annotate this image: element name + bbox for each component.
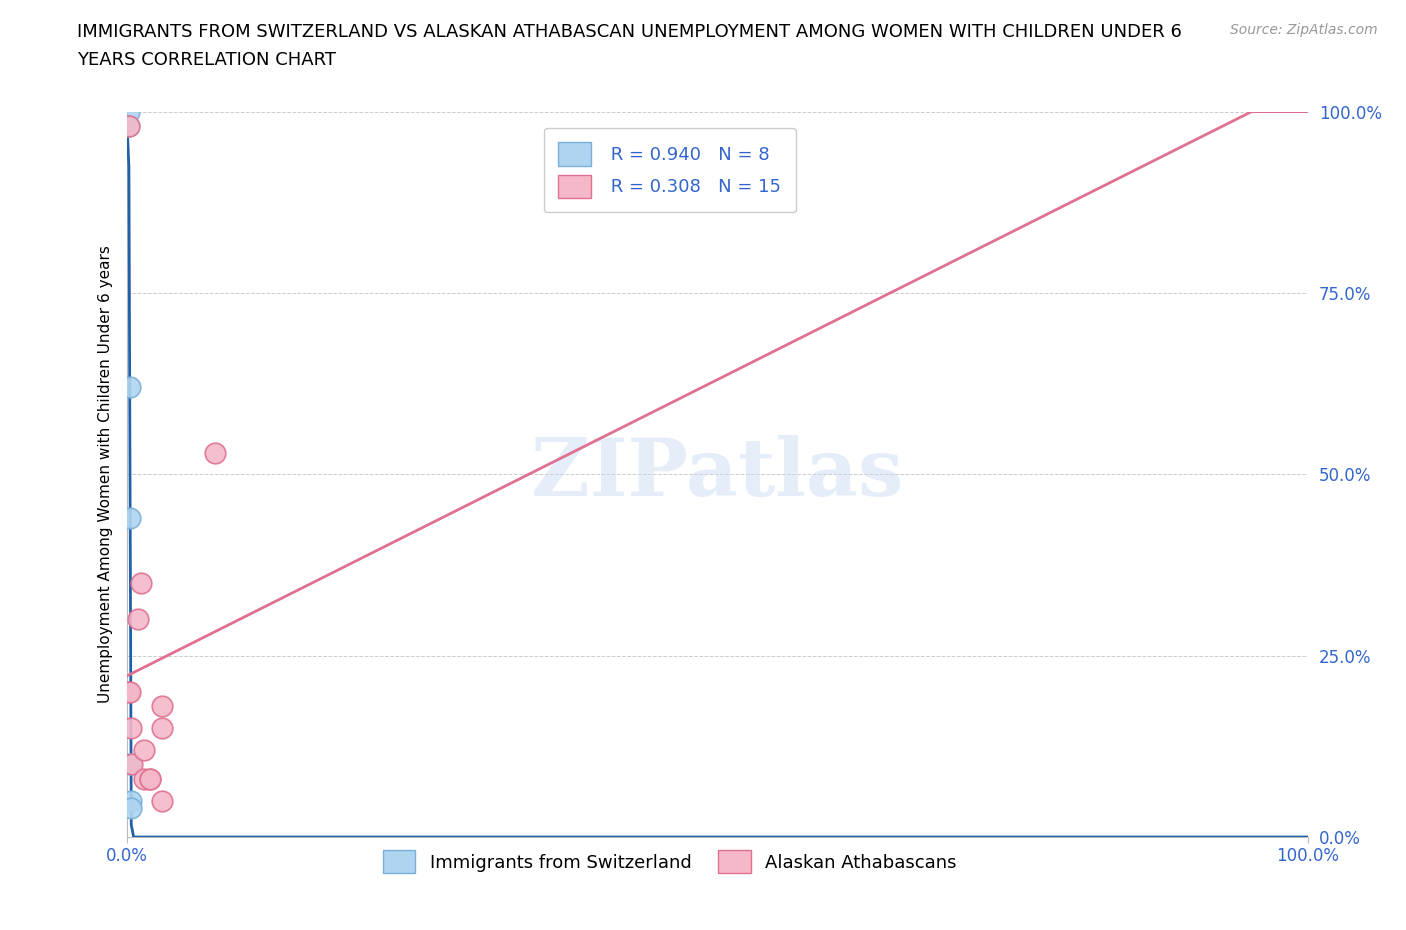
Point [120, 793, 142, 808]
Point [120, 379, 142, 394]
Point [129, 576, 152, 591]
Point [120, 511, 142, 525]
Point [150, 699, 173, 714]
Point [134, 772, 156, 787]
Point [150, 793, 173, 808]
Point [118, 119, 141, 134]
Point [150, 721, 173, 736]
Text: Source: ZipAtlas.com: Source: ZipAtlas.com [1230, 23, 1378, 37]
Text: YEARS CORRELATION CHART: YEARS CORRELATION CHART [77, 51, 336, 69]
Point [134, 742, 156, 757]
Point [118, 119, 141, 134]
Y-axis label: Unemployment Among Women with Children Under 6 years: Unemployment Among Women with Children U… [97, 246, 112, 703]
Point [120, 757, 142, 772]
Text: IMMIGRANTS FROM SWITZERLAND VS ALASKAN ATHABASCAN UNEMPLOYMENT AMONG WOMEN WITH : IMMIGRANTS FROM SWITZERLAND VS ALASKAN A… [77, 23, 1182, 41]
Point [120, 801, 142, 816]
Legend: Immigrants from Switzerland, Alaskan Athabascans: Immigrants from Switzerland, Alaskan Ath… [374, 841, 966, 883]
Point [127, 612, 149, 627]
Point [118, 104, 141, 119]
Point [204, 445, 226, 460]
Point [139, 772, 162, 787]
Point [139, 772, 162, 787]
Point [121, 757, 143, 772]
Point [120, 757, 142, 772]
Point [120, 721, 142, 736]
Point [120, 684, 142, 699]
Point [117, 684, 139, 699]
Text: ZIPatlas: ZIPatlas [531, 435, 903, 513]
